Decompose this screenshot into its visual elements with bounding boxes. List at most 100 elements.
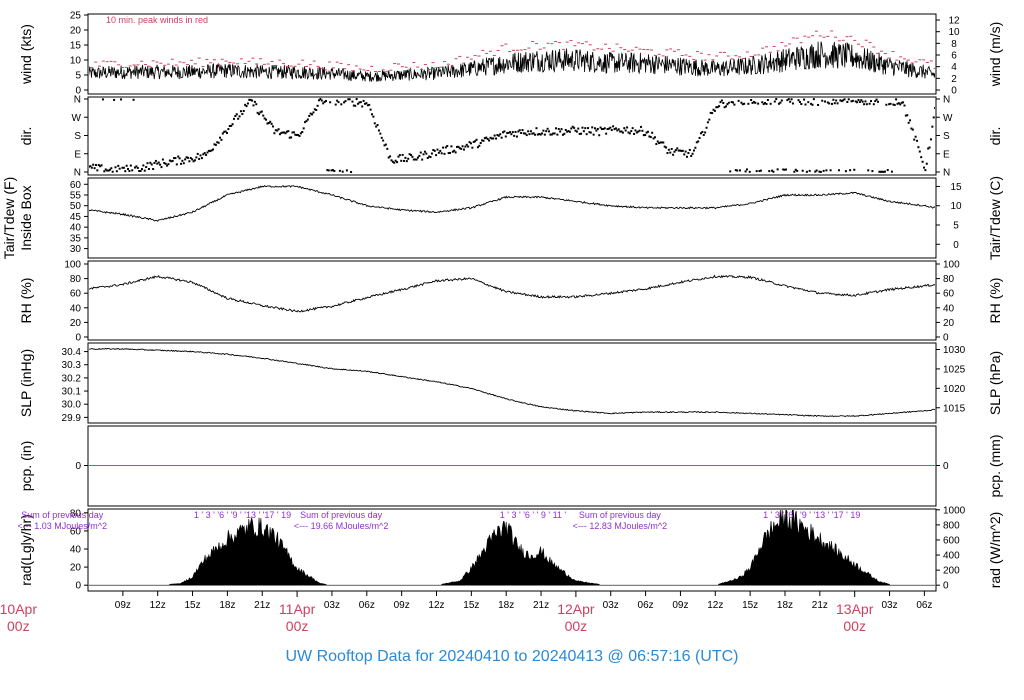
direction-point	[292, 131, 295, 134]
y-tick-label: 30	[70, 244, 82, 255]
panel-data	[89, 30, 935, 82]
direction-point	[778, 102, 781, 105]
direction-point	[284, 132, 287, 135]
direction-point	[489, 136, 492, 139]
direction-point	[337, 101, 340, 104]
y-tick-label: 60	[70, 526, 82, 537]
direction-point	[801, 169, 804, 172]
direction-point	[507, 131, 510, 134]
direction-point	[245, 105, 248, 108]
direction-point	[244, 103, 247, 106]
direction-point	[808, 169, 811, 172]
direction-point	[591, 126, 594, 129]
direction-point	[534, 133, 537, 136]
direction-point	[277, 128, 280, 131]
direction-point	[585, 133, 588, 136]
direction-point	[587, 127, 590, 130]
direction-point	[146, 162, 149, 165]
direction-point	[503, 130, 506, 133]
y2-tick-label: 800	[943, 520, 960, 531]
direction-point	[669, 151, 672, 154]
direction-point	[607, 127, 610, 130]
x-axis: 09z 12z 15z 18z 21z 03z 06z 09z 12z 15z 18z 21z 03z 0…	[0, 591, 932, 634]
direction-point	[761, 101, 764, 104]
direction-point	[660, 141, 663, 144]
direction-point	[419, 151, 422, 154]
direction-point	[651, 131, 654, 134]
y2-axis-label: wind (m/s)	[987, 22, 1003, 88]
direction-point	[348, 98, 351, 101]
direction-point	[699, 132, 702, 135]
direction-point	[723, 106, 726, 109]
direction-point	[214, 143, 217, 146]
direction-point	[759, 169, 762, 172]
direction-point	[556, 133, 559, 136]
direction-point	[681, 149, 684, 152]
direction-point	[238, 115, 241, 118]
direction-point	[872, 103, 875, 106]
y-tick-label: 0	[75, 461, 81, 472]
direction-point	[602, 128, 605, 131]
direction-point	[276, 129, 279, 132]
series-direction	[89, 98, 935, 173]
direction-point	[797, 99, 800, 102]
direction-point	[163, 162, 166, 165]
direction-point	[875, 98, 878, 101]
direction-point	[670, 147, 673, 150]
x-tick-label: 06z	[916, 600, 932, 611]
direction-point	[272, 125, 275, 128]
direction-point	[341, 170, 344, 173]
x-day-label: 13Apr	[836, 601, 874, 617]
direction-point	[333, 170, 336, 173]
y-tick-label: 100	[64, 260, 81, 271]
direction-point	[319, 98, 322, 101]
wind-annotation: 10 min. peak winds in red	[106, 15, 208, 25]
direction-point	[181, 159, 184, 162]
direction-point	[474, 140, 477, 143]
direction-point	[354, 104, 357, 107]
y2-tick-label: 4	[951, 62, 957, 73]
direction-point	[260, 110, 263, 113]
direction-point	[391, 160, 394, 163]
direction-point	[780, 99, 783, 102]
direction-point	[206, 151, 209, 154]
direction-point	[227, 128, 230, 131]
direction-point	[741, 103, 744, 106]
direction-point	[117, 164, 120, 167]
direction-point	[184, 158, 187, 161]
direction-point	[370, 113, 373, 116]
direction-point	[815, 169, 818, 172]
hour-labels: 1 ' 3 ' '6 ' '9 ' '13 ' '17 ' 19	[194, 510, 291, 520]
y-tick-label: 60	[70, 289, 82, 300]
direction-point	[705, 126, 708, 129]
direction-point	[627, 131, 630, 134]
y-axis-label-2: Inside Box	[18, 185, 34, 250]
direction-point	[836, 102, 839, 105]
direction-point	[426, 156, 429, 159]
direction-point	[794, 168, 797, 171]
x-day-time: 00z	[843, 618, 866, 634]
direction-point	[757, 102, 760, 105]
direction-point	[234, 114, 237, 117]
direction-point	[902, 101, 905, 104]
direction-point	[235, 113, 238, 116]
direction-point	[878, 170, 881, 173]
direction-point	[454, 151, 457, 154]
direction-point	[536, 133, 539, 136]
direction-point	[543, 133, 546, 136]
direction-point	[603, 127, 606, 130]
direction-point	[324, 99, 327, 102]
y2-tick-label: 600	[943, 535, 960, 546]
direction-point	[548, 130, 551, 133]
y2-tick-label: 10	[950, 201, 962, 212]
x-day-time: 00z	[286, 618, 309, 634]
direction-point	[483, 137, 486, 140]
direction-point	[318, 99, 321, 102]
direction-point	[734, 169, 737, 172]
x-tick-label: 21z	[533, 600, 549, 611]
direction-point	[94, 164, 97, 167]
direction-point	[131, 169, 134, 172]
y-axis-label: RH (%)	[18, 278, 34, 324]
direction-point	[174, 157, 177, 160]
